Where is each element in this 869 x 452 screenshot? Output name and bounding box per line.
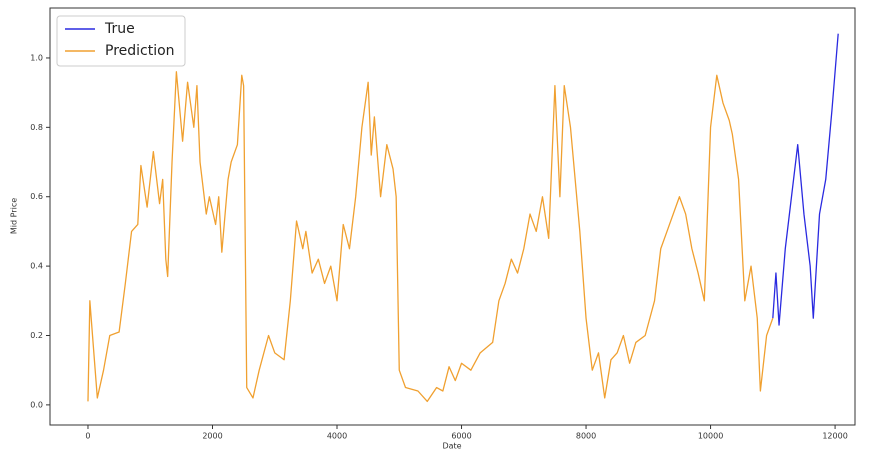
plot-frame [49,7,856,426]
x-tick-label: 2000 [202,432,222,441]
x-axis-label: Date [442,442,461,451]
y-tick-label: 0.0 [30,400,43,409]
legend-label: True [104,21,135,37]
y-axis-label: Mid Price [10,198,19,234]
y-tick-label: 0.8 [30,123,43,132]
y-tick-label: 0.6 [30,192,43,201]
x-tick-label: 8000 [576,432,596,441]
y-tick-label: 0.2 [30,331,43,340]
y-tick-label: 1.0 [30,53,43,62]
x-tick-label: 4000 [327,432,347,441]
y-tick-label: 0.4 [30,262,43,271]
legend-label: Prediction [105,43,175,59]
x-tick-label: 6000 [451,432,471,441]
series-line [87,71,774,403]
x-tick-label: 10000 [698,432,723,441]
series-line [772,33,839,326]
x-tick-label: 0 [85,432,90,441]
x-tick-label: 12000 [822,432,847,441]
